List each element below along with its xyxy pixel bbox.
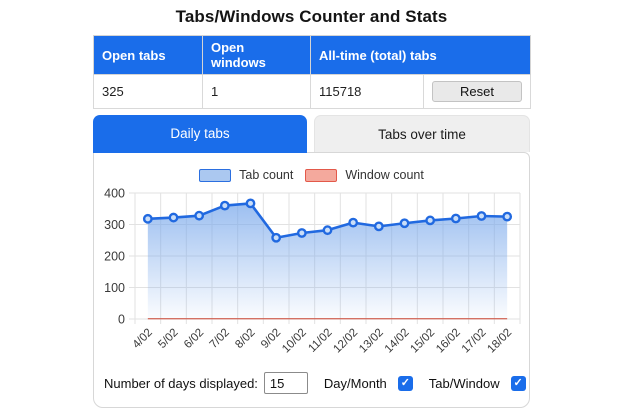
tab-count-swatch-icon bbox=[199, 168, 232, 182]
svg-text:0: 0 bbox=[118, 313, 125, 327]
svg-text:11/02: 11/02 bbox=[306, 327, 334, 355]
svg-text:10/02: 10/02 bbox=[280, 327, 309, 356]
daily-tabs-panel: Tab count Window count 0 100 200 300 400 4/02… bbox=[93, 152, 530, 408]
stats-header-row: Open tabs Open windows All-time (total) … bbox=[93, 35, 532, 75]
tab-bar: Daily tabs Tabs over time bbox=[93, 115, 530, 153]
header-open-windows: Open windows bbox=[202, 35, 311, 75]
chart-area: 0 100 200 300 400 4/02 5/02 6/02 7/02 8/02 9/02 10/… bbox=[94, 186, 529, 370]
svg-text:12/02: 12/02 bbox=[331, 327, 360, 356]
legend-tab-count-label: Tab count bbox=[239, 168, 294, 182]
svg-text:18/02: 18/02 bbox=[485, 327, 514, 356]
header-open-tabs: Open tabs bbox=[93, 35, 203, 75]
day-month-checkbox[interactable]: ✓ bbox=[397, 375, 413, 391]
legend-item-tab-count: Tab count bbox=[199, 168, 293, 182]
header-alltime-tabs: All-time (total) tabs bbox=[309, 35, 532, 75]
days-displayed-label: Number of days displayed: bbox=[104, 375, 258, 391]
svg-text:15/02: 15/02 bbox=[408, 327, 437, 356]
svg-text:17/02: 17/02 bbox=[460, 327, 489, 356]
svg-text:400: 400 bbox=[104, 187, 125, 201]
svg-text:200: 200 bbox=[104, 250, 125, 264]
svg-text:100: 100 bbox=[104, 281, 125, 295]
svg-text:13/02: 13/02 bbox=[357, 327, 386, 356]
day-month-label: Day/Month bbox=[323, 375, 387, 391]
tab-window-checkbox[interactable]: ✓ bbox=[510, 375, 526, 391]
tab-daily-tabs[interactable]: Daily tabs bbox=[93, 115, 307, 153]
reset-button[interactable]: Reset bbox=[432, 81, 523, 102]
open-windows-value: 1 bbox=[202, 74, 311, 109]
svg-text:8/02: 8/02 bbox=[233, 327, 257, 351]
window-count-swatch-icon bbox=[305, 168, 338, 182]
svg-text:7/02: 7/02 bbox=[208, 327, 232, 351]
tab-window-label: Tab/Window bbox=[428, 375, 500, 391]
extension-popup: Tabs/Windows Counter and Stats Open tabs… bbox=[93, 5, 532, 408]
open-tabs-value: 325 bbox=[93, 74, 203, 109]
tab-tabs-over-time[interactable]: Tabs over time bbox=[314, 115, 530, 152]
stats-table: Open tabs Open windows All-time (total) … bbox=[93, 35, 532, 109]
svg-text:4/02: 4/02 bbox=[131, 327, 155, 351]
svg-text:14/02: 14/02 bbox=[383, 327, 412, 356]
svg-text:300: 300 bbox=[104, 218, 125, 232]
stats-value-row: 325 1 115718 Reset bbox=[93, 74, 532, 109]
svg-text:16/02: 16/02 bbox=[434, 327, 463, 356]
chart-controls: Number of days displayed: Day/Month ✓ Ta… bbox=[104, 372, 529, 394]
legend-item-window-count: Window count bbox=[305, 168, 424, 182]
chart-legend: Tab count Window count bbox=[94, 168, 529, 182]
reset-cell: Reset bbox=[422, 74, 532, 109]
days-input[interactable] bbox=[263, 372, 308, 394]
svg-text:5/02: 5/02 bbox=[156, 327, 180, 351]
alltime-tabs-value: 115718 bbox=[310, 74, 424, 109]
svg-text:6/02: 6/02 bbox=[182, 327, 206, 351]
legend-window-count-label: Window count bbox=[345, 168, 424, 182]
page-title: Tabs/Windows Counter and Stats bbox=[175, 7, 448, 26]
